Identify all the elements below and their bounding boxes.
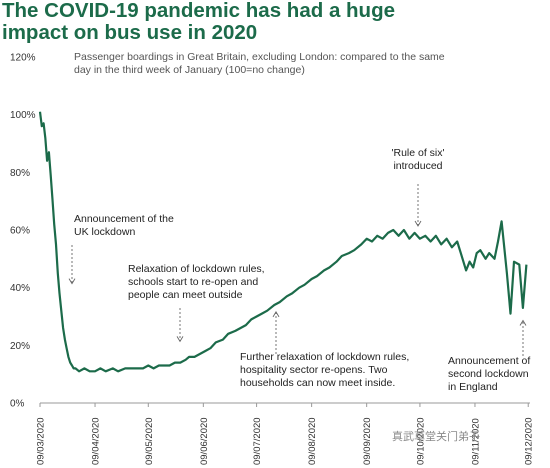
chart-subtitle: Passenger boardings in Great Britain, ex… xyxy=(74,51,445,76)
title-line-2: impact on bus use in 2020 xyxy=(2,21,258,44)
annotation-arrowhead xyxy=(176,336,184,343)
series-line xyxy=(38,111,528,373)
y-tick-label: 20% xyxy=(10,341,30,352)
annotation-arrowhead xyxy=(414,220,422,227)
annotation: Further relaxation of lockdown rules, hos… xyxy=(240,310,409,389)
x-tick-label: 09/07/2020 xyxy=(252,417,263,465)
annotation-line: Further relaxation of lockdown rules, xyxy=(240,351,409,363)
annotation-line: 'Rule of six' xyxy=(391,147,444,159)
annotation-text: Relaxation of lockdown rules, schools sta… xyxy=(128,263,265,301)
title-line-1: The COVID-19 pandemic has had a huge xyxy=(2,0,396,22)
annotation-line: introduced xyxy=(393,160,442,172)
annotation-line: schools start to re-open and xyxy=(128,276,258,288)
annotation-text: 'Rule of six' introduced xyxy=(391,147,444,172)
x-tick-label: 09/05/2020 xyxy=(144,417,155,465)
y-tick-label: 100% xyxy=(10,110,36,121)
annotation-text: Announcement of second lockdown in England xyxy=(448,355,530,393)
x-tick-label: 09/08/2020 xyxy=(307,417,318,465)
annotation-text: Announcement of the UK lockdown xyxy=(74,213,174,238)
annotations: Announcement of the UK lockdown Relaxation… xyxy=(68,147,530,393)
annotation: 'Rule of six' introduced xyxy=(391,147,445,227)
annotation-line: Announcement of the xyxy=(74,213,174,225)
x-tick-label: 09/09/2020 xyxy=(362,417,373,465)
x-tick-label: 09/06/2020 xyxy=(199,417,210,465)
x-tick-label: 09/10/2020 xyxy=(415,417,426,465)
annotation-arrowhead xyxy=(519,319,527,326)
annotation: Relaxation of lockdown rules, schools sta… xyxy=(128,263,265,343)
x-axis-ticks: 09/03/2020 09/04/2020 09/05/2020 09/06/2020… xyxy=(36,403,535,465)
annotation-line: Announcement of xyxy=(448,355,530,367)
annotation-line: in England xyxy=(448,381,498,393)
y-tick-label: 80% xyxy=(10,168,30,179)
chart-title: The COVID-19 pandemic has had a huge imp… xyxy=(2,0,542,44)
annotation-line: UK lockdown xyxy=(74,226,135,238)
annotation-line: hospitality sector re-opens. Two xyxy=(240,364,388,376)
y-tick-label: 0% xyxy=(10,399,25,410)
watermark: 真武草堂关门弟子 xyxy=(392,431,480,443)
y-tick-label: 60% xyxy=(10,226,30,237)
annotation-line: households can now meet inside. xyxy=(240,377,395,389)
y-axis-ticks: 0% 20% 40% 60% 80% 100% 120% xyxy=(10,53,36,410)
x-tick-label: 09/03/2020 xyxy=(36,417,47,465)
x-tick-label: 09/11/2020 xyxy=(470,418,481,465)
annotation-arrowhead xyxy=(68,278,76,285)
annotation-line: Relaxation of lockdown rules, xyxy=(128,263,265,275)
x-tick-label: 09/04/2020 xyxy=(91,417,102,465)
annotation-line: second lockdown xyxy=(448,368,529,380)
x-tick-label: 09/12/2020 xyxy=(524,417,535,465)
annotation: Announcement of second lockdown in England xyxy=(448,319,530,393)
annotation-text: Further relaxation of lockdown rules, hos… xyxy=(240,351,409,389)
y-tick-label: 40% xyxy=(10,283,30,294)
annotation: Announcement of the UK lockdown xyxy=(68,213,174,285)
annotation-arrowhead xyxy=(272,310,280,318)
annotation-line: people can meet outside xyxy=(128,289,243,301)
y-tick-label: 120% xyxy=(10,53,36,64)
